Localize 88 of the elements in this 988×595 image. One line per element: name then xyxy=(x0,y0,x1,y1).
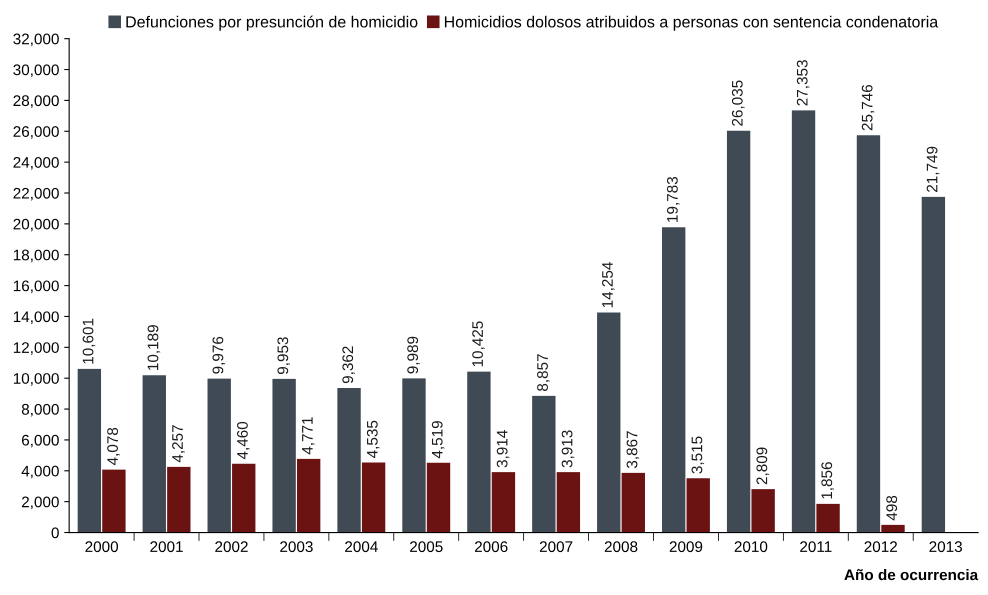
bar xyxy=(426,462,450,533)
data-label: 4,535 xyxy=(366,420,380,458)
x-tick-label: 2009 xyxy=(670,541,702,552)
y-tick-label: 16,000 xyxy=(14,280,59,294)
data-label: 10,189 xyxy=(148,325,160,370)
bar xyxy=(556,472,580,533)
y-tick-label: 26,000 xyxy=(13,126,59,139)
bar xyxy=(881,524,905,533)
data-label: 27,353 xyxy=(796,60,810,106)
x-tick-label: 2003 xyxy=(280,541,313,552)
bar xyxy=(532,396,556,533)
data-label: 4,078 xyxy=(107,428,120,466)
bar xyxy=(467,372,491,533)
data-label: 9,989 xyxy=(407,336,420,374)
data-label: 21,749 xyxy=(926,146,940,192)
x-tick-label: 2010 xyxy=(734,541,768,552)
data-label: 3,515 xyxy=(692,436,704,474)
data-label: 9,976 xyxy=(212,336,226,374)
data-label: 9,362 xyxy=(342,346,355,384)
data-label: 1,856 xyxy=(821,462,834,499)
data-label: 4,771 xyxy=(302,417,315,454)
x-tick-label: 2007 xyxy=(540,541,572,552)
x-tick-label: 2004 xyxy=(345,541,378,552)
bar xyxy=(232,464,256,533)
y-tick-label: 28,000 xyxy=(13,95,59,108)
data-label: 10,425 xyxy=(472,321,485,366)
bar xyxy=(622,472,645,533)
bar xyxy=(272,378,296,533)
legend-label: Homicidios dolosos atribuidos a personas con sentencia condenatoria xyxy=(444,16,938,31)
bar xyxy=(402,378,426,533)
y-tick-label: 20,000 xyxy=(13,218,59,232)
bar xyxy=(922,196,946,533)
x-tick-label: 2011 xyxy=(800,541,832,552)
bar xyxy=(662,227,686,533)
data-label: 26,035 xyxy=(732,80,745,126)
data-label: 19,783 xyxy=(666,176,680,222)
bar xyxy=(167,466,191,533)
bar xyxy=(142,375,166,533)
y-tick-label: 0 xyxy=(52,527,59,538)
data-label: 4,460 xyxy=(237,422,250,460)
y-tick-label: 32,000 xyxy=(13,34,59,46)
bar xyxy=(816,504,840,533)
bar xyxy=(337,388,361,533)
bar xyxy=(362,462,386,533)
bar xyxy=(856,135,880,533)
data-label: 3,913 xyxy=(562,430,574,468)
bar xyxy=(792,110,816,533)
bar xyxy=(686,478,710,533)
data-label: 4,519 xyxy=(432,421,444,458)
x-tick-label: 2008 xyxy=(604,541,638,552)
y-tick-label: 12,000 xyxy=(14,342,59,355)
data-label: 3,867 xyxy=(626,431,640,468)
x-tick-label: 2006 xyxy=(474,541,508,552)
data-label: 9,953 xyxy=(277,337,290,374)
legend-label: Defunciones por presunción de homicidio xyxy=(126,16,418,31)
bar xyxy=(102,470,126,533)
data-label: 2,809 xyxy=(756,448,770,484)
x-tick-label: 2005 xyxy=(410,541,443,552)
bar xyxy=(492,472,516,533)
bar xyxy=(597,312,620,533)
x-tick-label: 2012 xyxy=(864,541,897,552)
data-label: 14,254 xyxy=(602,262,615,308)
x-tick-label: 2000 xyxy=(85,541,118,552)
data-label: 8,857 xyxy=(537,354,550,392)
y-tick-label: 30,000 xyxy=(13,64,59,78)
bar xyxy=(296,458,320,533)
x-axis-title: Año de ocurrencia xyxy=(844,568,978,580)
data-label: 498 xyxy=(886,496,898,520)
y-tick-label: 8,000 xyxy=(22,404,59,417)
data-label: 3,914 xyxy=(496,430,510,468)
y-tick-label: 10,000 xyxy=(14,373,59,386)
y-tick-label: 14,000 xyxy=(14,311,59,324)
data-label: 4,257 xyxy=(172,425,185,462)
data-label: 10,601 xyxy=(82,318,96,364)
y-tick-label: 24,000 xyxy=(13,157,59,170)
y-tick-label: 4,000 xyxy=(22,466,59,478)
x-tick-label: 2002 xyxy=(215,541,248,552)
y-tick-label: 18,000 xyxy=(14,250,59,262)
x-tick-label: 2001 xyxy=(150,541,183,552)
bar xyxy=(78,368,102,533)
y-tick-label: 22,000 xyxy=(13,188,59,200)
bar xyxy=(726,130,750,533)
data-label: 25,746 xyxy=(862,84,874,130)
x-tick-label: 2013 xyxy=(929,541,962,552)
bar xyxy=(208,378,231,533)
bar xyxy=(751,489,775,533)
y-tick-label: 6,000 xyxy=(22,434,59,448)
y-tick-label: 2,000 xyxy=(22,496,59,510)
